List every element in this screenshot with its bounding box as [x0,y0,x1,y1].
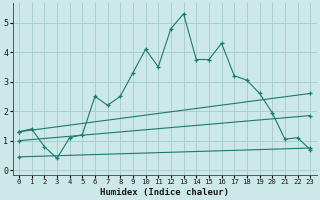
X-axis label: Humidex (Indice chaleur): Humidex (Indice chaleur) [100,188,229,197]
